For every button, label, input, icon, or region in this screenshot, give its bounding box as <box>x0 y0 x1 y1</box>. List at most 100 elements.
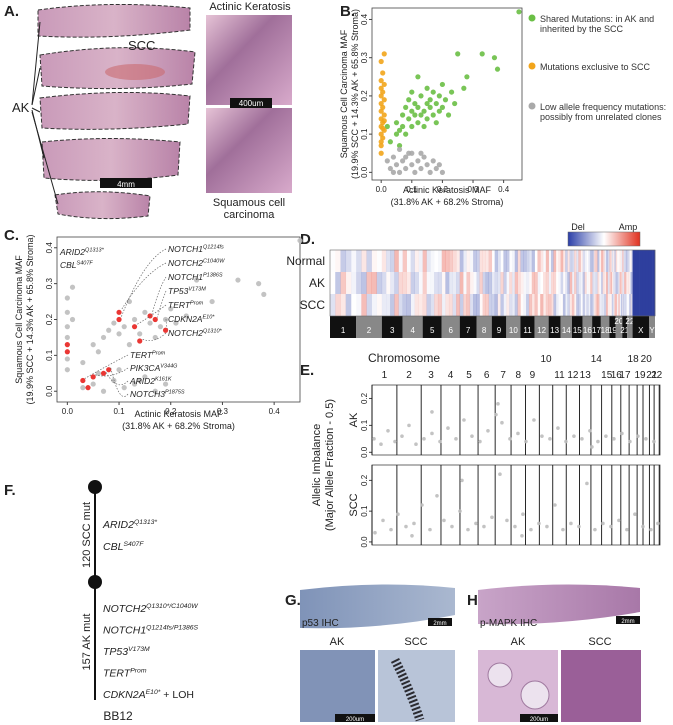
heatmap-cell <box>398 250 403 272</box>
scale-bar <box>335 714 375 722</box>
data-point <box>462 418 466 422</box>
gene-variant: Prom <box>152 351 166 357</box>
heatmap-cell <box>528 294 533 316</box>
gene-name: CDKN2A <box>103 689 146 701</box>
chromosome-label: 4 <box>448 370 454 381</box>
data-point <box>529 527 533 532</box>
heatmap-cell <box>574 272 577 294</box>
data-point <box>439 81 446 88</box>
heatmap-cell <box>452 250 457 272</box>
scale-bar <box>230 98 272 108</box>
data-point <box>496 402 500 406</box>
x-tick-label: 0.3 <box>467 185 479 194</box>
data-point <box>393 131 400 137</box>
leader-line <box>156 290 167 318</box>
ihc-detail <box>378 650 455 722</box>
data-point <box>64 295 70 301</box>
gene-name: CBL <box>60 260 77 270</box>
heatmap-cell <box>650 250 652 272</box>
heatmap-cell <box>437 272 443 294</box>
heatmap-cell <box>578 250 581 272</box>
data-point <box>427 97 433 103</box>
heatmap-cell <box>356 250 362 272</box>
y-tick-label: 0.0 <box>360 536 369 548</box>
data-point <box>564 439 568 444</box>
gene-name: TERT <box>130 350 153 360</box>
heatmap-cell <box>631 294 633 316</box>
heatmap-cell <box>517 272 521 294</box>
heatmap-cell <box>529 272 532 294</box>
heatmap-cell <box>545 294 549 316</box>
heatmap-cell <box>567 272 570 294</box>
heatmap-cell <box>350 272 357 294</box>
y-tick-label: 0.3 <box>360 52 369 64</box>
scale-bar <box>616 616 640 624</box>
y-tick-label: 0.1 <box>360 505 369 517</box>
data-point <box>137 331 143 337</box>
data-point <box>433 120 439 126</box>
colorbar-label: Amp <box>619 222 638 232</box>
heatmap-cell <box>630 250 632 272</box>
tumor-region <box>105 64 165 80</box>
heatmap-cell <box>345 272 352 294</box>
heatmap-cell <box>430 272 435 294</box>
heatmap-cell <box>597 250 600 272</box>
x-tick-label: 0.3 <box>217 407 229 416</box>
data-point <box>494 412 498 417</box>
heatmap-cell <box>340 272 347 294</box>
heatmap-cell <box>385 294 391 316</box>
legend-marker <box>528 102 536 110</box>
scale-bar-label: 2mm <box>433 621 446 627</box>
heatmap-cell <box>548 294 552 316</box>
heatmap-cell <box>639 272 643 294</box>
gene-suffix: + LOH <box>160 689 194 701</box>
heatmap-cell <box>635 272 640 294</box>
heatmap-cell <box>534 294 538 316</box>
heatmap-cell <box>630 272 632 294</box>
heatmap-cell <box>626 272 628 294</box>
data-point <box>424 162 430 168</box>
heatmap-cell <box>602 272 605 294</box>
heatmap-cell <box>602 294 605 316</box>
data-point <box>390 154 397 160</box>
heatmap-cell <box>448 272 453 294</box>
heatmap-cell <box>390 250 395 272</box>
heatmap-cell <box>632 294 637 316</box>
heatmap-cell <box>629 294 631 316</box>
chromosome-label: 6 <box>484 370 490 381</box>
data-point <box>428 527 432 532</box>
heatmap-cell <box>456 294 461 316</box>
heatmap-cell <box>500 272 504 294</box>
stain-label: p-MAPK IHC <box>480 618 537 629</box>
heatmap-cell <box>491 272 495 294</box>
panel-g: 2mm p53 IHC AK SCC 200um <box>300 584 455 723</box>
tree-node <box>88 480 102 494</box>
data-point <box>532 418 536 422</box>
data-point <box>209 298 215 305</box>
heatmap-cell <box>624 272 626 294</box>
heatmap-cell <box>648 250 651 272</box>
row-label: SCC <box>300 298 326 312</box>
data-point <box>80 385 86 391</box>
heatmap-cell <box>445 272 450 294</box>
heatmap-cell <box>555 250 559 272</box>
data-point <box>461 85 467 91</box>
tissue-strip <box>41 138 181 181</box>
data-point <box>418 165 424 172</box>
data-point <box>414 442 418 447</box>
heatmap-cell <box>605 250 608 272</box>
chromosome-label: 12 <box>567 370 579 381</box>
data-point <box>609 524 613 529</box>
data-point <box>121 385 127 391</box>
chromosome-box <box>459 316 477 338</box>
leader-line <box>105 371 129 386</box>
data-point <box>406 97 412 103</box>
data-point <box>80 377 86 384</box>
heatmap-cell <box>639 294 643 316</box>
data-point <box>403 104 409 110</box>
heatmap-cell <box>580 272 583 294</box>
heatmap-cell <box>616 272 619 294</box>
gene-variant: E10* <box>202 315 215 321</box>
panel-a: A. SCC AK 4mm Actinic Keratosis 400um <box>4 1 292 220</box>
